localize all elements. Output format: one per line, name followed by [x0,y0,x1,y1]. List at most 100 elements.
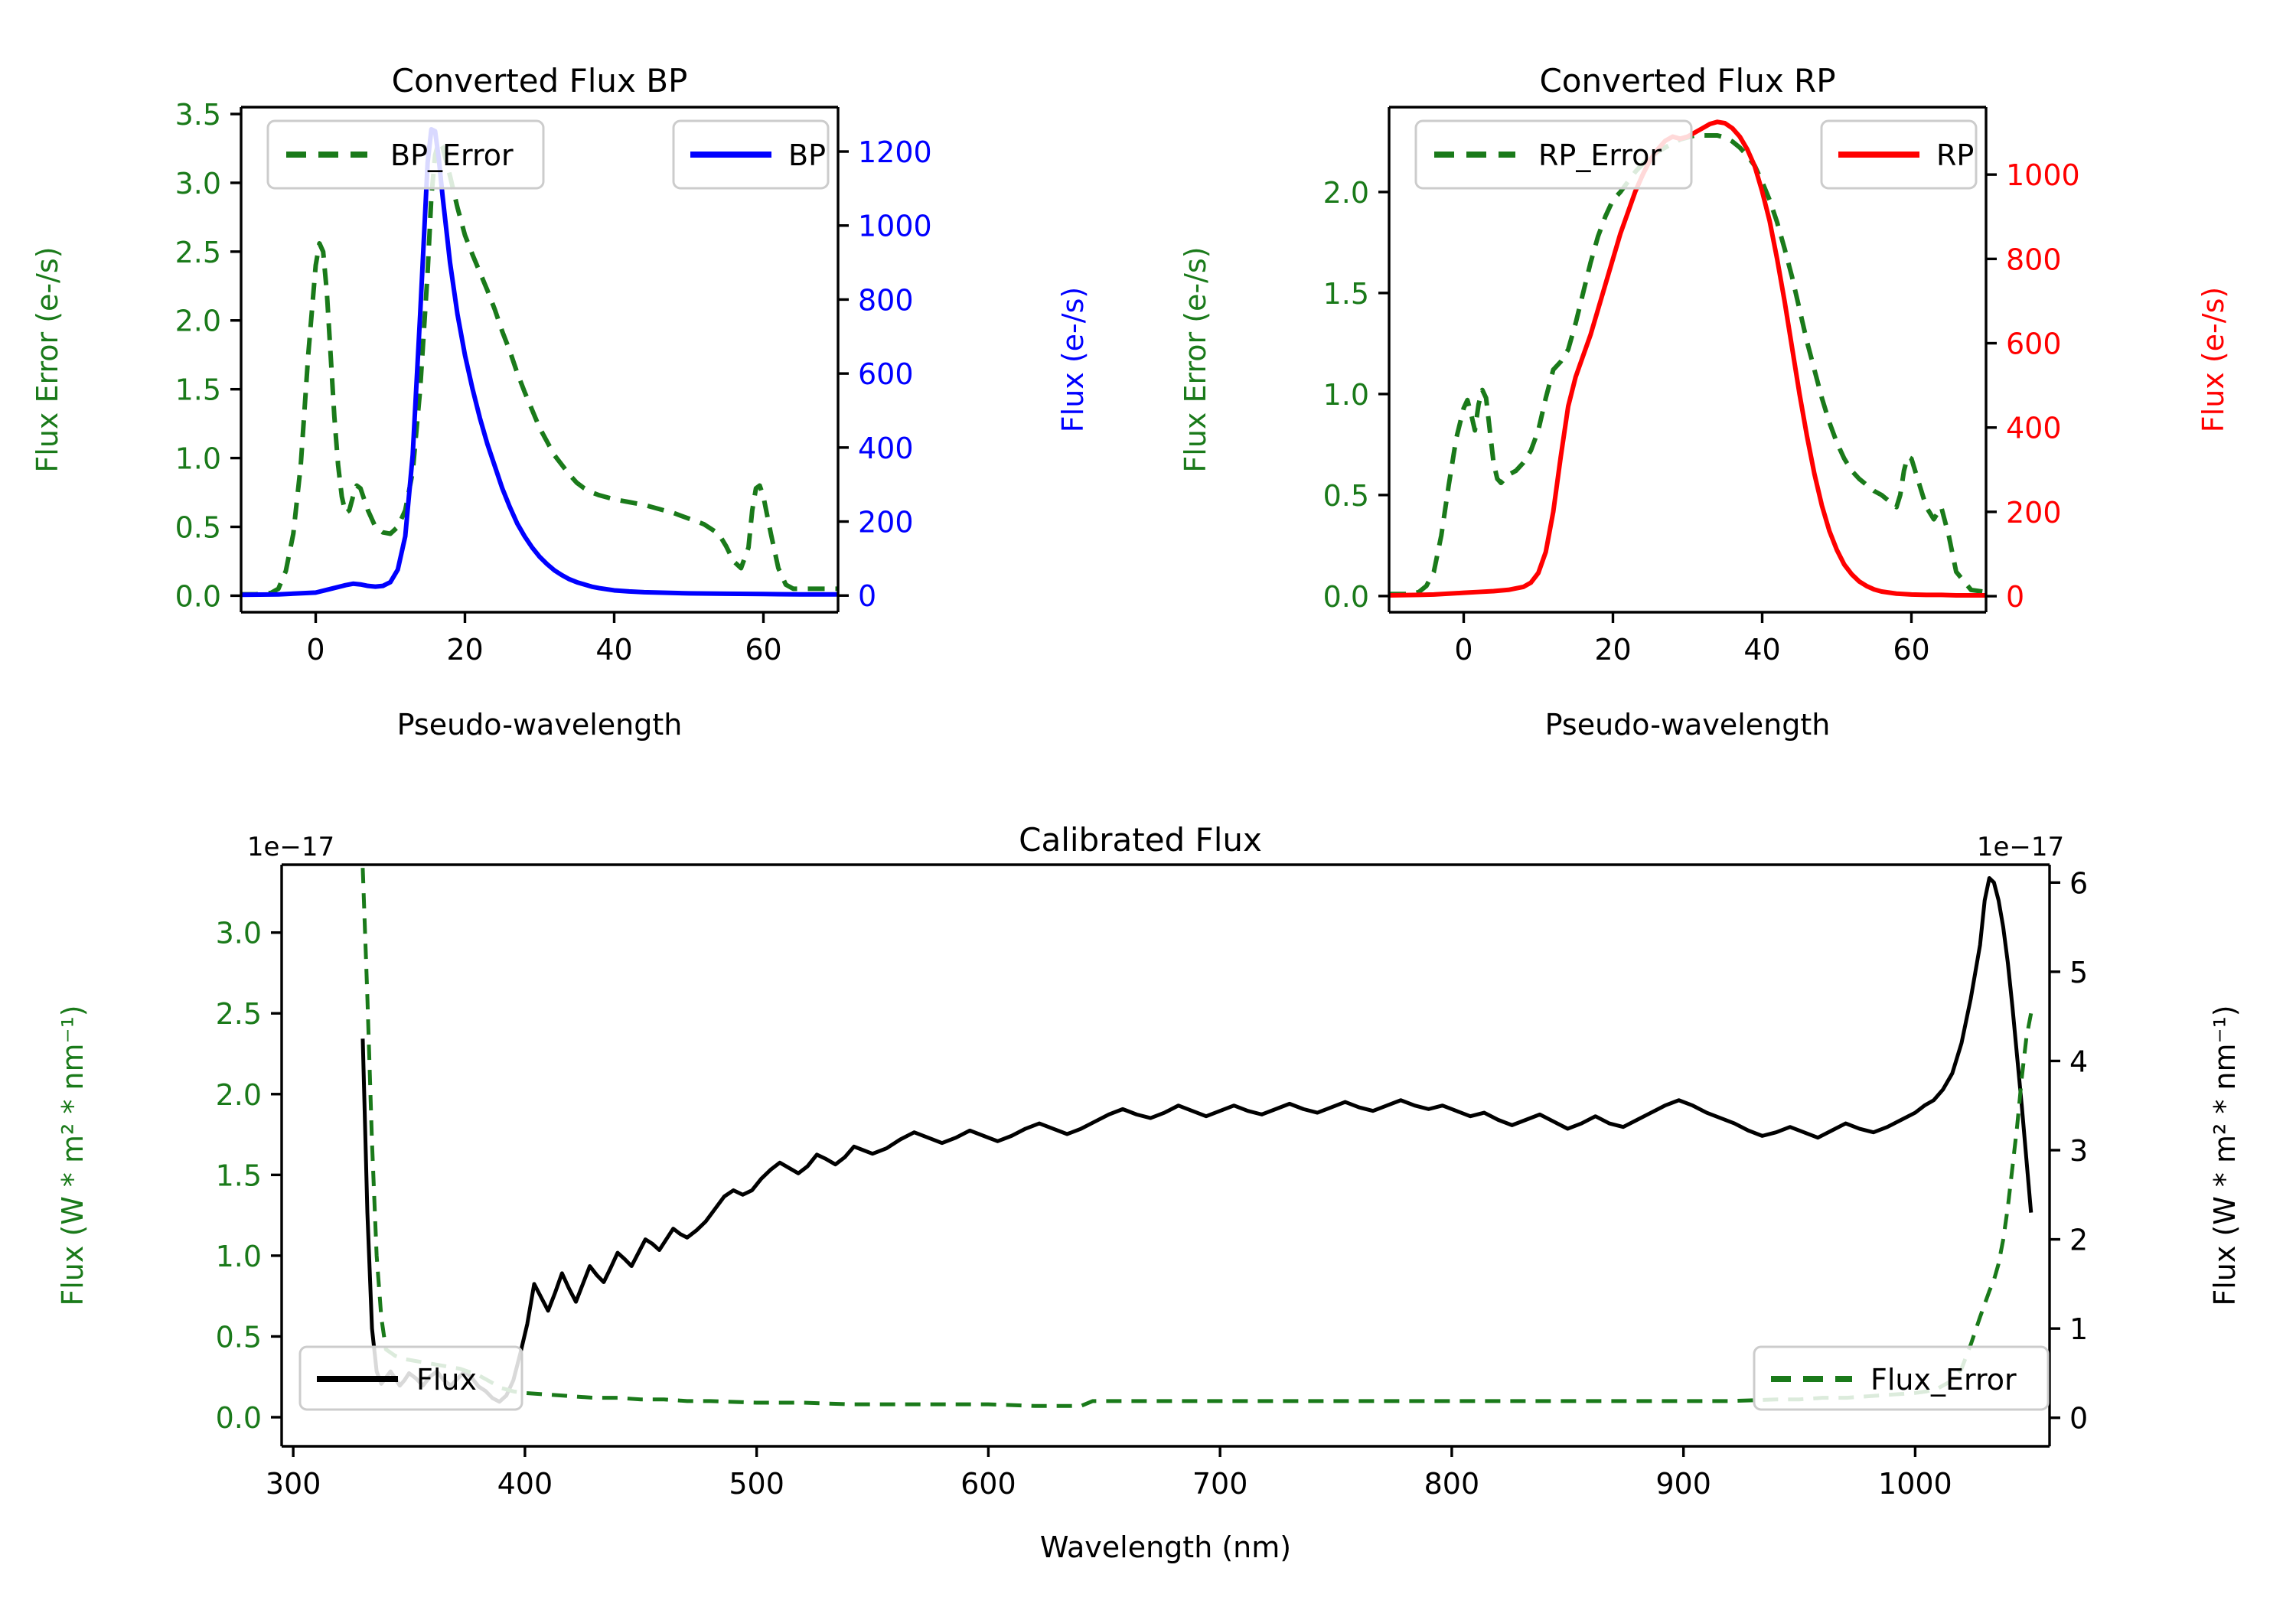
axes-spines-bp [240,106,840,614]
x-tick-label: 900 [1655,1467,1711,1501]
y-axis-label-right-rp: Flux (e-/s) [2197,287,2230,432]
x-tick-label: 40 [1743,633,1780,667]
y-tick-label-left: 0.5 [216,1320,262,1354]
subplot-converted-flux-rp: Converted Flux RP 0 20 40 60 0.0 0.5 1.0 1.5 2.0… [1148,46,2296,826]
legend-box-flux-error [1753,1345,2050,1411]
legend-box-bp-error [266,119,545,190]
y-tick-label-right: 600 [2006,328,2062,361]
series-line-rp_error [1389,132,1986,597]
y-tick-label-right: 6 [2069,866,2088,900]
y-tick-label-right: 5 [2069,956,2088,989]
x-tick-label: 40 [595,633,632,667]
y-tick-label-left: 1.0 [216,1240,262,1273]
legend-bp-error[interactable]: BP_Error [266,119,545,190]
x-tick-label: 60 [745,633,781,667]
series-line-bp_error [241,139,838,597]
y-tick-label-left: 2.5 [216,997,262,1031]
plot-background-bp [241,107,838,612]
x-axis-label-calibrated: Wavelength (nm) [1040,1530,1291,1564]
y-tick-label-right: 600 [858,357,914,391]
chart-svg-rp: Converted Flux RP 0 20 40 60 0.0 0.5 1.0 1.5 2.0… [1179,62,2230,742]
chart-svg-bp: Converted Flux BP 0 20 40 60 0.0 0.5 1.0 1.5 2.0… [31,62,1090,742]
y-tick-label-left: 1.5 [216,1159,262,1192]
x-tick-label: 500 [729,1467,784,1501]
y-axis-label-right-bp: Flux (e-/s) [1056,287,1090,432]
x-tick-label: 600 [960,1467,1016,1501]
y-tick-label-right: 1200 [858,135,932,169]
y-tick-label-right: 1 [2069,1312,2088,1346]
y-tick-label-left: 0.0 [216,1401,262,1435]
legend-label-rp: RP [1936,139,1974,172]
x-tick-label: 20 [1594,633,1631,667]
y-tick-label-right: 0 [2006,580,2024,614]
y-tick-label-left: 0.0 [175,579,221,613]
legend-label-flux-error: Flux_Error [1870,1363,2017,1397]
y-tick-label-left: 1.0 [175,442,221,476]
y-axis-label-right-calibrated: Flux (W * m² * nm⁻¹) [2208,1005,2242,1305]
plot-area-bp: 0 20 40 60 0.0 0.5 1.0 1.5 2.0 2.5 3.0 3.5 0 200 400 60… [175,98,932,667]
series-line-bp [241,127,838,598]
x-tick-label: 60 [1893,633,1929,667]
y-tick-label-right: 3 [2069,1134,2088,1168]
y-tick-label-right: 0 [2069,1402,2088,1436]
legend-bp[interactable]: BP [672,119,830,190]
y-tick-label-right: 800 [2006,243,2062,276]
axis-ticks-rp: 0 20 40 60 0.0 0.5 1.0 1.5 2.0 0 200 400 600 800 1000 [1323,158,2080,667]
chart-title-calibrated: Calibrated Flux [1019,821,1262,859]
y-tick-label-left: 3.0 [175,167,221,200]
y-axis-exponent-left: 1e−17 [247,832,334,862]
subplot-converted-flux-bp: Converted Flux BP 0 20 40 60 0.0 0.5 1.0 1.5 2.0… [0,46,1148,826]
y-tick-label-right: 2 [2069,1224,2088,1257]
y-tick-label-left: 0.5 [175,511,221,545]
axis-ticks-bp: 0 20 40 60 0.0 0.5 1.0 1.5 2.0 2.5 3.0 3.5 0 200 400 60… [175,98,932,667]
subplot-calibrated-flux: Calibrated Flux 1e−17 1e−17 300 400 500 600… [0,811,2296,1607]
x-tick-label: 700 [1192,1467,1248,1501]
y-axis-label-left-rp: Flux Error (e-/s) [1179,246,1212,472]
y-tick-label-left: 2.0 [1323,176,1369,210]
legend-box-flux [298,1345,523,1411]
x-tick-label: 0 [1454,633,1473,667]
y-tick-label-left: 3.0 [216,917,262,950]
x-tick-label: 0 [306,633,325,667]
x-tick-label: 20 [446,633,483,667]
y-tick-label-left: 0.5 [1323,479,1369,513]
x-axis-label-rp: Pseudo-wavelength [1545,708,1831,742]
y-tick-label-left: 0.0 [1323,580,1369,614]
axis-ticks-calibrated: 300 400 500 600 700 800 900 1000 0.0 0.5 1.0 1.5 2.0… [216,866,2089,1501]
x-axis-label-bp: Pseudo-wavelength [397,708,683,742]
y-tick-label-right: 800 [858,283,914,317]
y-tick-label-right: 400 [2006,412,2062,445]
y-tick-label-left: 1.0 [1323,378,1369,412]
y-tick-label-right: 0 [858,579,876,613]
series-line-rp [1389,119,1986,598]
chart-title-rp: Converted Flux RP [1539,62,1835,99]
series-line-flux [360,875,2033,1404]
curves-bp [241,127,838,598]
plot-background-rp [1389,107,1986,612]
y-tick-label-left: 1.5 [175,373,221,407]
curves-rp [1389,119,1986,598]
x-tick-label: 1000 [1878,1467,1952,1501]
y-tick-label-right: 4 [2069,1045,2088,1078]
legend-flux[interactable]: Flux [298,1345,523,1411]
legend-flux-error[interactable]: Flux_Error [1753,1345,2050,1411]
chart-svg-calibrated: Calibrated Flux 1e−17 1e−17 300 400 500 600… [56,821,2242,1564]
y-axis-exponent-right: 1e−17 [1977,832,2064,862]
legend-label-flux: Flux [416,1363,477,1397]
axes-spines-rp [1388,106,1988,614]
axes-spines-calibrated [280,863,2051,1448]
y-tick-label-right: 200 [2006,496,2062,530]
legend-box-rp-error [1414,119,1693,190]
x-tick-label: 400 [497,1467,553,1501]
legend-rp[interactable]: RP [1820,119,1978,190]
legend-label-bp: BP [788,139,826,172]
y-axis-label-left-bp: Flux Error (e-/s) [31,246,64,472]
y-tick-label-right: 200 [858,506,914,539]
legend-label-bp-error: BP_Error [390,139,514,172]
y-tick-label-right: 1000 [858,210,932,243]
x-tick-label: 800 [1424,1467,1480,1501]
legend-rp-error[interactable]: RP_Error [1414,119,1693,190]
y-tick-label-left: 2.0 [175,305,221,338]
chart-title-bp: Converted Flux BP [392,62,688,99]
